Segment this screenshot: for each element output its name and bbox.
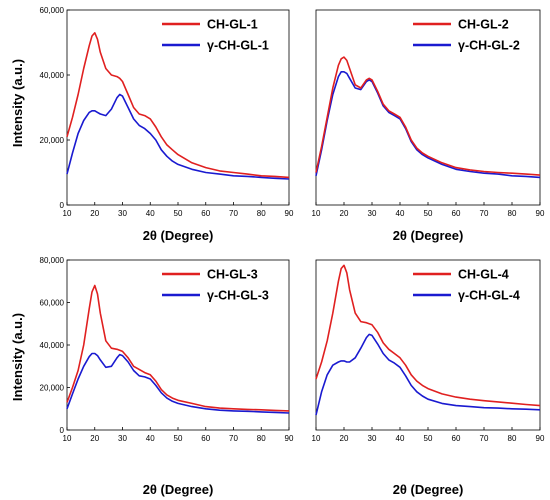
x-axis-label-top-left: 2θ (Degree): [143, 228, 214, 243]
series-line-native: [66, 31, 290, 179]
x-tick-label: 70: [480, 434, 489, 443]
x-tick-label: 50: [174, 434, 183, 443]
x-tick-label: 20: [90, 434, 99, 443]
x-axis-label-top-right: 2θ (Degree): [393, 228, 464, 243]
x-tick-label: 80: [257, 434, 266, 443]
x-tick-label: 70: [229, 209, 238, 218]
x-tick-label: 20: [340, 209, 349, 218]
series-line-gamma: [315, 71, 541, 179]
panel-ch-gl-2: 10 20 30 40 50 60 70 80 90 CH-GL-2 γ-CH-GL-2: [312, 9, 545, 218]
x-tick-label: 40: [146, 434, 155, 443]
x-tick-label: 60: [201, 434, 210, 443]
x-tick-label: 30: [118, 434, 127, 443]
x-tick-label: 10: [63, 434, 72, 443]
y-tick-label: 60,000: [40, 6, 65, 15]
x-tick-label: 80: [508, 434, 517, 443]
y-tick-label: 40,000: [40, 71, 65, 80]
legend-label: γ-CH-GL-4: [458, 289, 520, 303]
x-tick-label: 50: [424, 209, 433, 218]
series-line-gamma: [315, 333, 541, 416]
x-tick-label: 50: [174, 209, 183, 218]
x-tick-label: 10: [312, 434, 321, 443]
x-tick-label: 90: [536, 434, 545, 443]
x-axis-label-bottom-right: 2θ (Degree): [393, 482, 464, 497]
legend-label: CH-GL-2: [458, 18, 509, 32]
x-tick-label: 20: [340, 434, 349, 443]
x-tick-label: 20: [90, 209, 99, 218]
x-tick-label: 60: [452, 434, 461, 443]
panel-ch-gl-3: 10 20 30 40 50 60 70 80 90 0 20,000 40,000 60,000 80,…: [40, 256, 294, 443]
y-axis-label-top: Intensity (a.u.): [10, 59, 25, 147]
series-line-native: [315, 264, 541, 407]
x-tick-label: 10: [312, 209, 321, 218]
y-tick-label: 0: [60, 201, 65, 210]
x-tick-label: 10: [63, 209, 72, 218]
x-tick-label: 30: [118, 209, 127, 218]
panel-ch-gl-4: 10 20 30 40 50 60 70 80 90 CH-GL-4 γ-CH-GL-4: [312, 259, 545, 443]
x-tick-label: 70: [480, 209, 489, 218]
legend-label: CH-GL-1: [207, 18, 258, 32]
y-tick-label: 20,000: [40, 136, 65, 145]
x-tick-label: 30: [368, 434, 377, 443]
series-line-native: [315, 56, 541, 176]
legend-label: γ-CH-GL-1: [207, 39, 269, 53]
series-line-gamma: [66, 93, 290, 180]
legend-label: CH-GL-4: [458, 268, 509, 282]
y-tick-label: 20,000: [40, 384, 65, 393]
y-tick-label: 0: [60, 426, 65, 435]
legend-label: γ-CH-GL-3: [207, 289, 269, 303]
y-tick-label: 40,000: [40, 341, 65, 350]
plot-frame: [66, 259, 290, 431]
x-tick-label: 40: [146, 209, 155, 218]
x-tick-label: 90: [536, 209, 545, 218]
x-tick-label: 40: [396, 434, 405, 443]
y-tick-label: 80,000: [40, 256, 65, 265]
panel-ch-gl-1: 10 20 30 40 50 60 70 80 90 0 20,000 40,000 60,000 CH-…: [40, 6, 294, 218]
x-axis-label-bottom-left: 2θ (Degree): [143, 482, 214, 497]
x-tick-label: 80: [508, 209, 517, 218]
y-axis-label-bottom: Intensity (a.u.): [10, 313, 25, 401]
x-tick-label: 50: [424, 434, 433, 443]
y-tick-label: 60,000: [40, 299, 65, 308]
legend-label: γ-CH-GL-2: [458, 39, 520, 53]
x-tick-label: 90: [285, 209, 294, 218]
series-line-gamma: [66, 352, 290, 414]
chart-panels: 10 20 30 40 50 60 70 80 90 0 20,000 40,000 60,000 CH-…: [40, 6, 545, 443]
x-tick-label: 90: [285, 434, 294, 443]
x-tick-label: 60: [452, 209, 461, 218]
x-tick-label: 60: [201, 209, 210, 218]
x-tick-label: 30: [368, 209, 377, 218]
x-tick-label: 70: [229, 434, 238, 443]
legend-label: CH-GL-3: [207, 268, 258, 282]
x-tick-label: 40: [396, 209, 405, 218]
series-line-native: [66, 284, 290, 412]
x-tick-label: 80: [257, 209, 266, 218]
